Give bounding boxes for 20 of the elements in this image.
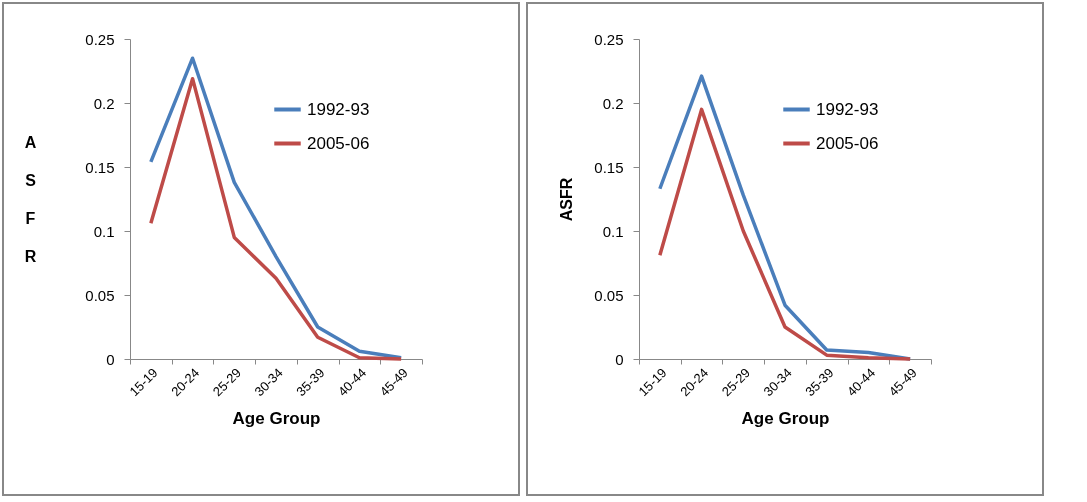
y-tick-label: 0.15 (85, 158, 115, 176)
legend-label: 1992-93 (816, 99, 879, 119)
y-tick-label: 0.25 (85, 30, 115, 48)
y-tick-label: 0.25 (594, 30, 624, 48)
y-tick-label: 0.1 (602, 222, 624, 240)
legend-label: 2005-06 (816, 133, 879, 153)
x-axis-title: Age Group (232, 409, 321, 429)
y-tick-label: 0.2 (602, 94, 624, 112)
x-axis-title: Age Group (741, 409, 830, 429)
text: ASFR (24, 133, 37, 265)
legend-label: 2005-06 (307, 133, 370, 153)
legend-label: 1992-93 (307, 99, 370, 119)
y-tick-label: 0.15 (594, 158, 624, 176)
y-tick-label: 0.2 (93, 94, 115, 112)
y-tick-label: 0 (106, 350, 115, 368)
y-tick-label: 0.05 (594, 286, 624, 304)
y-tick-label: 0.05 (85, 286, 115, 304)
y-tick-label: 0 (615, 350, 624, 368)
y-axis-title: ASFR (558, 177, 576, 222)
y-tick-label: 0.1 (93, 222, 115, 240)
